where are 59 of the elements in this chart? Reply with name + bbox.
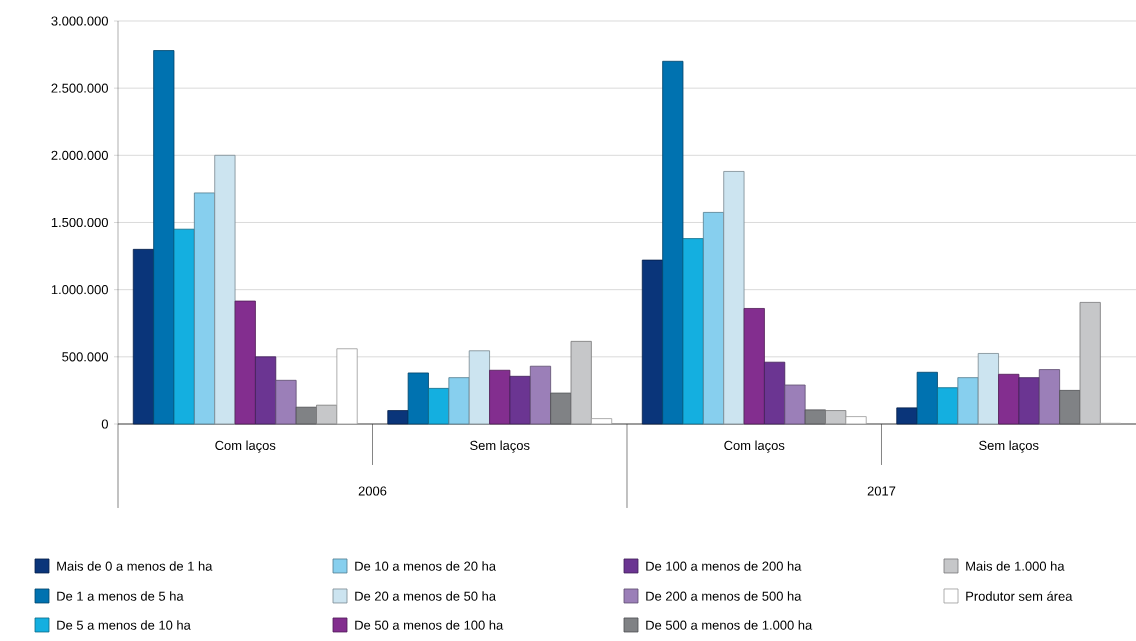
y-tick-label: 1.000.000 <box>51 285 108 295</box>
bar <box>723 171 745 425</box>
bar <box>509 375 531 425</box>
y-tick-label: 3.000.000 <box>51 16 108 26</box>
bar <box>937 387 959 425</box>
text: 2006 <box>358 486 387 496</box>
y-tick-label: 1.500.000 <box>51 217 108 228</box>
legend-label: De 5 a menos de 10 ha <box>57 620 191 630</box>
bar <box>275 379 297 425</box>
bar <box>468 350 490 425</box>
x-tick-label: Sem laços <box>470 440 530 453</box>
x-tick-label: Sem laços <box>979 440 1039 453</box>
bar <box>153 50 175 425</box>
text: 2017 <box>867 486 896 496</box>
bar <box>1038 369 1061 425</box>
bar <box>173 228 195 425</box>
bar <box>845 416 867 425</box>
bar <box>489 369 511 425</box>
bar <box>896 407 918 425</box>
bar <box>193 192 216 425</box>
x-tick-label: Com laços <box>215 440 276 453</box>
bar <box>132 248 155 425</box>
bar <box>784 384 806 425</box>
bar <box>682 238 704 425</box>
bar <box>957 377 979 425</box>
bar <box>1018 377 1040 425</box>
y-tick-label: 0 <box>101 419 108 429</box>
bar <box>641 259 664 425</box>
y-tick-label: 500.000 <box>62 352 108 362</box>
bar <box>590 418 613 425</box>
y-tick-label: 2.500.000 <box>51 83 108 93</box>
legend-label: Produtor sem área <box>966 591 1073 601</box>
legend-label: De 100 a menos de 200 ha <box>646 561 802 571</box>
bar <box>529 365 552 425</box>
legend-label: De 500 a menos de 1.000 ha <box>646 620 813 630</box>
legend-label: Mais de 1.000 ha <box>966 561 1065 571</box>
y-tick-label: 2.000.000 <box>51 150 108 160</box>
bar <box>977 353 999 425</box>
x-tick-label: Com laços <box>724 440 785 453</box>
bar <box>336 348 358 425</box>
bar <box>916 371 938 425</box>
bar <box>387 410 409 425</box>
bar <box>998 373 1020 425</box>
legend-label: De 20 a menos de 50 ha <box>355 591 497 601</box>
bar <box>255 356 277 425</box>
legend-label: De 1 a menos de 5 ha <box>57 591 184 601</box>
bar <box>743 308 765 425</box>
legend-label: Mais de 0 a menos de 1 ha <box>57 561 213 571</box>
bar <box>428 387 450 425</box>
bar <box>702 212 725 425</box>
bar <box>764 361 786 425</box>
bar <box>448 377 470 425</box>
bar <box>234 300 256 425</box>
bar <box>407 372 429 425</box>
legend-label: De 10 a menos de 20 ha <box>355 561 497 571</box>
legend-label: De 50 a menos de 100 ha <box>355 620 504 630</box>
bar <box>662 60 684 425</box>
legend-label: De 200 a menos de 500 ha <box>646 591 802 601</box>
bar <box>214 154 236 425</box>
